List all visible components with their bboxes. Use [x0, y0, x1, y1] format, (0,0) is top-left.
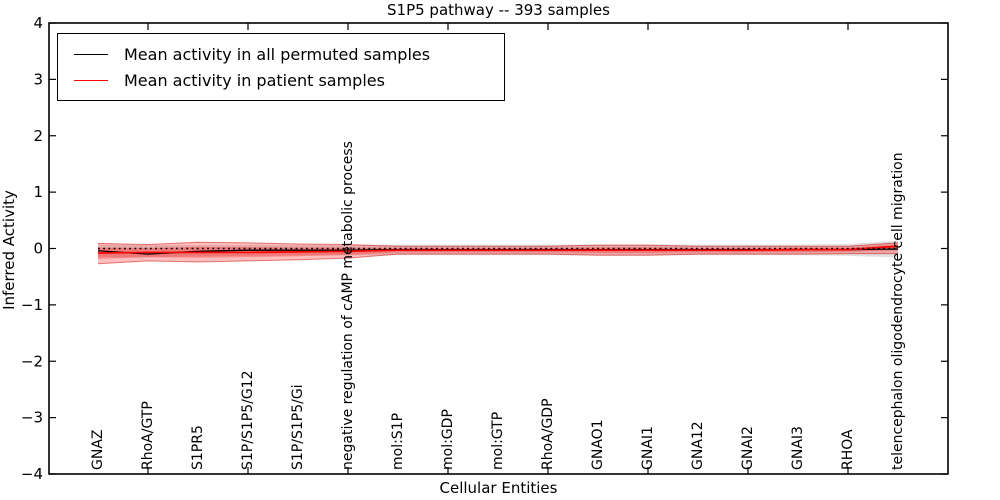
x-category-label: GNAZ — [90, 430, 106, 471]
legend-item-permuted: Mean activity in all permuted samples — [74, 41, 504, 67]
legend-label-permuted: Mean activity in all permuted samples — [124, 44, 431, 64]
x-category-label: negative regulation of cAMP metabolic pr… — [340, 141, 356, 470]
x-category-label: mol:S1P — [390, 413, 406, 470]
y-tick-label: 3 — [33, 70, 43, 88]
x-axis-label: Cellular Entities — [439, 479, 558, 497]
y-axis-label: Inferred Activity — [0, 190, 18, 310]
x-category-label: S1PR5 — [190, 425, 206, 470]
x-category-label: telencephalon oligodendrocyte cell migra… — [890, 152, 906, 470]
y-tick-label: −3 — [21, 409, 43, 427]
x-category-label: GNAO1 — [590, 419, 606, 470]
x-category-label: S1P/S1P5/G12 — [240, 371, 256, 470]
legend: Mean activity in all permuted samples Me… — [57, 33, 505, 101]
patient-band-top-edge — [97, 241, 899, 247]
legend-item-patient: Mean activity in patient samples — [74, 67, 504, 93]
y-tick-label: −1 — [21, 296, 43, 314]
patient-mean-line — [97, 245, 899, 254]
y-tick-label: −2 — [21, 352, 43, 370]
y-axis-ticks: 4 3 2 1 0 −1 −2 −3 −4 — [21, 14, 948, 483]
chart-title: S1P5 pathway -- 393 samples — [387, 1, 610, 19]
patient-samples-inner-band — [98, 244, 898, 259]
permuted-line-swatch — [74, 53, 108, 55]
x-category-label: RhoA/GTP — [140, 401, 156, 470]
x-category-label: RhoA/GDP — [540, 398, 556, 470]
legend-label-patient: Mean activity in patient samples — [124, 70, 385, 90]
mean-lines — [97, 245, 899, 255]
y-tick-label: 2 — [33, 127, 43, 145]
x-category-labels: GNAZ RhoA/GTP S1PR5 S1P/S1P5/G12 S1P/S1P5/Gi… — [90, 141, 906, 470]
x-category-label: mol:GDP — [440, 409, 456, 470]
patient-band-bottom-edge — [97, 253, 898, 265]
x-category-label: RHOA — [840, 429, 856, 470]
patient-line-swatch — [74, 79, 108, 81]
y-tick-label: 0 — [33, 240, 43, 258]
x-category-label: GNAI1 — [640, 426, 656, 470]
x-category-label: mol:GTP — [490, 412, 506, 470]
x-axis-ticks — [147, 23, 849, 474]
x-category-label: GNA12 — [690, 421, 706, 470]
x-category-label: GNAI2 — [740, 426, 756, 470]
patient-samples-std-band — [98, 242, 898, 264]
y-tick-label: 4 — [33, 14, 43, 32]
y-tick-label: −4 — [21, 465, 43, 483]
y-tick-label: 1 — [33, 183, 43, 201]
x-category-label: S1P/S1P5/Gi — [290, 384, 306, 470]
x-category-label: GNAI3 — [790, 426, 806, 470]
